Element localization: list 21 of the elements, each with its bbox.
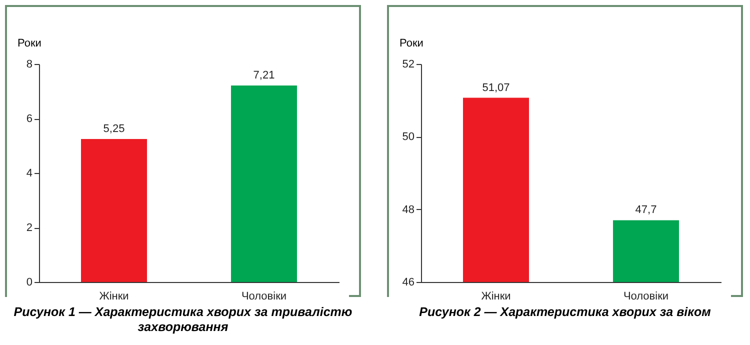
y-tick-label: 46 [402,276,414,288]
y-tick-label: 52 [402,58,414,70]
data-label: 47,7 [635,204,657,216]
x-tick-label: Жінки [99,290,129,302]
y-tick-label: 0 [26,276,32,288]
x-tick-label: Чоловіки [241,290,287,302]
data-label: 51,07 [482,82,510,94]
data-label: 7,21 [253,70,275,82]
y-axis-title: Роки [18,38,42,50]
y-tick-label: 4 [26,168,32,180]
y-tick-label: 48 [402,204,414,216]
y-axis-title: Роки [400,38,424,50]
text: Рисунок 1 — Характеристика хворих за тривалістю захворювання [12,305,354,335]
y-tick-label: 8 [26,58,32,70]
text: Рисунок 2 — Характеристика хворих за віком [418,305,712,320]
y-tick-label: 6 [26,113,32,125]
x-tick-label: Жінки [481,290,511,302]
data-label: 5,25 [103,122,125,135]
x-tick-label: Чоловіки [623,290,669,302]
y-tick-label: 50 [402,131,414,144]
y-tick-label: 2 [26,222,32,234]
